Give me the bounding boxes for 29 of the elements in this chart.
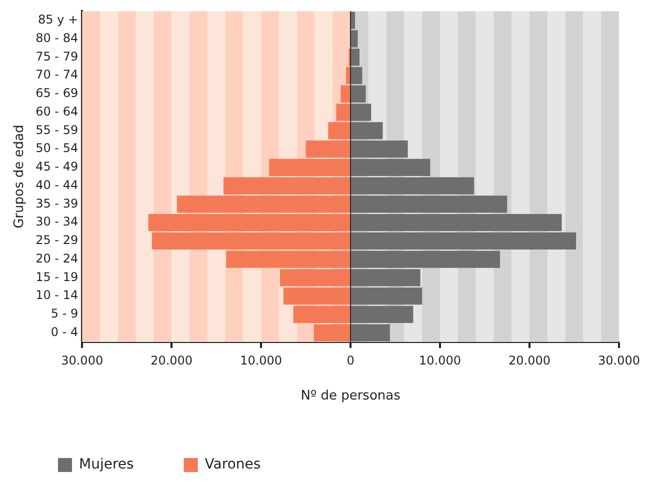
x-tick-label: 30.000: [598, 353, 640, 368]
x-axis-title: Nº de personas: [300, 388, 401, 404]
y-tick-label: 60 - 64: [36, 104, 78, 118]
legend-label: Mujeres: [79, 456, 134, 473]
y-tick-label: 10 - 14: [36, 288, 78, 302]
y-tick-label: 50 - 54: [36, 141, 78, 156]
x-tick-label: 30.000: [61, 353, 104, 368]
legend-label: Varones: [204, 456, 261, 473]
y-tick-label: 5 - 9: [50, 306, 78, 321]
y-tick-label: 40 - 44: [36, 178, 78, 192]
y-tick-label: 70 - 74: [36, 68, 78, 82]
y-tick-label: 75 - 79: [36, 49, 78, 64]
x-tick-label: 20.000: [150, 353, 193, 368]
y-tick-label: 85 y +: [38, 12, 78, 27]
y-axis-title: Grupos de edad: [12, 124, 28, 228]
y-tick-label: 80 - 84: [36, 30, 78, 45]
y-tick-label: 65 - 69: [36, 86, 78, 100]
y-tick-label: 25 - 29: [36, 233, 78, 248]
y-tick-label: 30 - 34: [36, 214, 78, 229]
x-tick-label: 10.000: [419, 353, 462, 368]
y-tick-label: 55 - 59: [36, 122, 78, 137]
y-tick-label: 45 - 49: [36, 160, 78, 174]
x-tick-label: 10.000: [240, 353, 282, 368]
x-tick-label: 0: [346, 353, 354, 368]
y-tick-label: 15 - 19: [36, 270, 78, 284]
y-tick-label: 20 - 24: [36, 251, 78, 266]
x-tick-label: 20.000: [508, 353, 551, 368]
y-tick-label: 0 - 4: [50, 324, 78, 339]
y-tick-label: 35 - 39: [36, 196, 78, 210]
